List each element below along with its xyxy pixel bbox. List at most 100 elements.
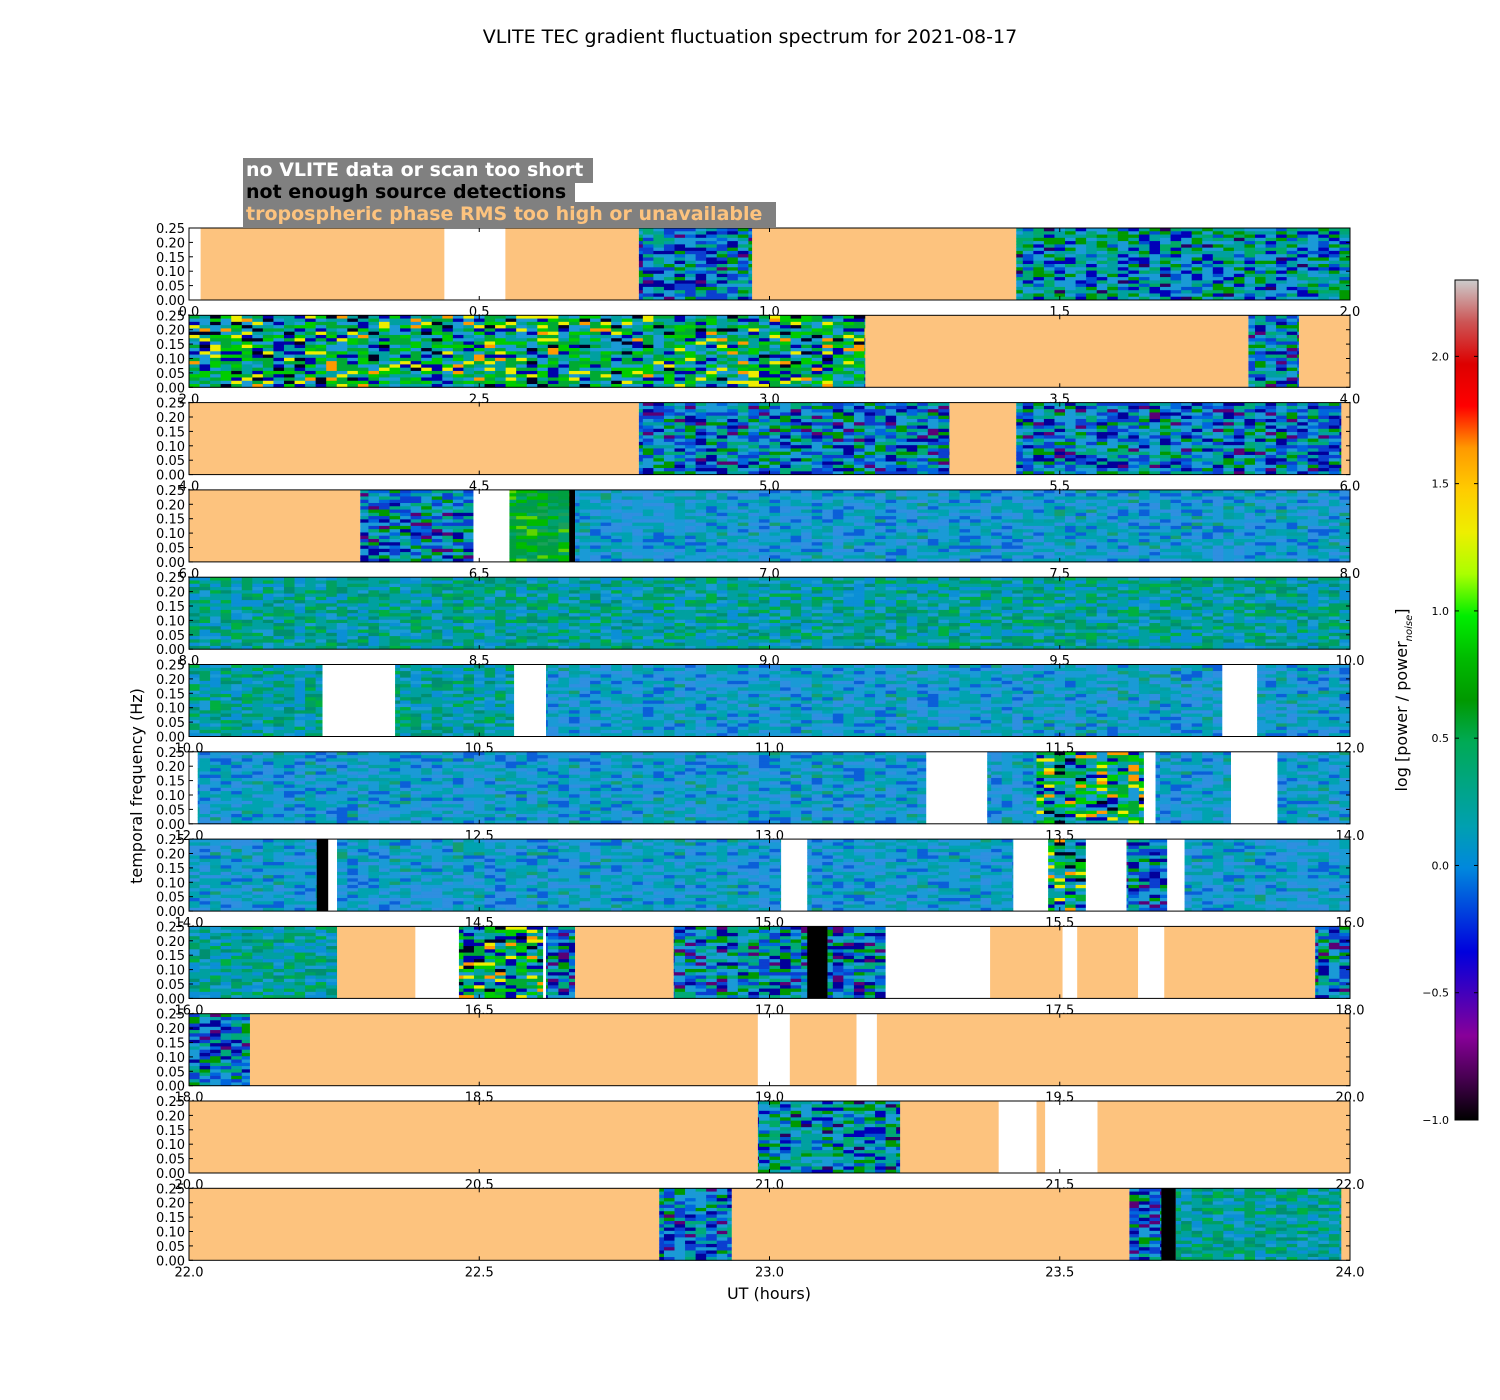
spectrum-cell — [1339, 461, 1342, 466]
spectrum-cell — [1107, 277, 1119, 281]
spectrum-cell — [547, 321, 559, 326]
spectrum-cell — [1297, 244, 1309, 249]
spectrum-cell — [1096, 264, 1108, 268]
spectrum-cell — [378, 315, 390, 319]
spectrum-cell — [1033, 451, 1045, 456]
spectrum-cell — [315, 357, 327, 362]
spectrum-cell — [558, 377, 570, 382]
spectrum-cell — [642, 280, 654, 285]
spectrum-cell — [1138, 234, 1150, 239]
spectrum-cell — [758, 552, 770, 556]
spectrum-cell — [389, 334, 401, 339]
spectrum-cell — [685, 555, 697, 560]
spectrum-cell — [1328, 228, 1340, 232]
spectrum-cell — [632, 377, 644, 382]
spectrum-cell — [621, 338, 633, 342]
spectrum-cell — [484, 354, 496, 359]
spectrum-cell — [1054, 286, 1066, 291]
spectrum-cell — [452, 499, 464, 504]
spectrum-cell — [653, 377, 665, 382]
spectrum-cell — [632, 502, 644, 507]
spectrum-cell — [579, 548, 591, 553]
spectrum-cell — [885, 428, 897, 433]
spectrum-cell — [927, 448, 939, 453]
spectrum-cell — [748, 228, 753, 232]
spectrum-cell — [1202, 409, 1214, 413]
spectrum-cell — [1248, 325, 1256, 329]
spectrum-cell — [1107, 280, 1119, 285]
spectrum-cell — [1181, 270, 1193, 275]
spectrum-cell — [737, 237, 749, 242]
spectrum-cell — [790, 509, 802, 514]
spectrum-cell — [1212, 425, 1224, 430]
spectrum-cell — [695, 280, 707, 285]
spectrum-cell — [938, 461, 950, 466]
spectrum-cell — [1307, 464, 1319, 469]
spectrum-cell — [400, 542, 412, 546]
spectrum-cell — [864, 377, 866, 382]
spectrum-cell — [769, 425, 781, 430]
spectrum-cell — [1160, 454, 1171, 459]
spectrum-cell — [463, 496, 474, 501]
spectrum-cell — [663, 250, 675, 255]
spectrum-cell — [706, 254, 718, 258]
spectrum-cell — [568, 348, 580, 352]
spectrum-cell — [748, 237, 753, 242]
spectrum-cell — [1191, 250, 1203, 255]
spectrum-cell — [1244, 283, 1256, 288]
spectrum-cell — [516, 357, 528, 362]
spectrum-cell — [790, 405, 802, 410]
spectrum-cell — [1212, 451, 1224, 456]
spectrum-cell — [843, 432, 855, 436]
spectrum-cell — [590, 548, 602, 553]
spectrum-cell — [1160, 247, 1171, 252]
spectrum-cell — [1016, 293, 1024, 298]
spectrum-cell — [526, 374, 538, 378]
spectrum-cell — [727, 277, 739, 281]
spectrum-cell — [780, 451, 791, 456]
spectrum-cell — [505, 370, 517, 375]
spectrum-cell — [1128, 412, 1140, 417]
spectrum-cell — [1149, 464, 1161, 469]
spectrum-cell — [843, 344, 855, 349]
spectrum-cell — [853, 415, 865, 420]
spectrum-cell — [347, 348, 359, 352]
spectrum-cell — [262, 331, 274, 336]
spectrum-cell — [706, 296, 718, 301]
spectrum-cell — [400, 351, 412, 355]
spectrum-cell — [801, 361, 813, 365]
spectrum-cell — [706, 273, 718, 278]
spectrum-cell — [706, 502, 718, 507]
spectrum-cell — [273, 344, 285, 349]
spectrum-cell — [727, 458, 739, 462]
spectrum-cell — [674, 428, 686, 433]
spectrum-cell — [1328, 231, 1340, 235]
spectrum-cell — [294, 341, 306, 346]
spectrum-cell — [1307, 405, 1319, 410]
spectrum-cell — [575, 552, 580, 556]
spectrum-cell — [674, 405, 686, 410]
spectrum-cell — [442, 325, 454, 329]
spectrum-cell — [1244, 412, 1256, 417]
spectrum-cell — [737, 451, 749, 456]
spectrum-cell — [1075, 428, 1087, 433]
spectrum-cell — [663, 315, 675, 319]
spectrum-cell — [822, 552, 834, 556]
spectrum-cell — [748, 415, 760, 420]
spectrum-cell — [695, 370, 707, 375]
spectrum-cell — [1096, 464, 1108, 469]
spectrum-cell — [716, 525, 728, 530]
spectrum-cell — [463, 318, 475, 323]
spectrum-cell — [737, 458, 749, 462]
spectrum-cell — [336, 318, 348, 323]
spectrum-cell — [1054, 241, 1066, 245]
spectrum-cell — [400, 525, 412, 530]
spectrum-cell — [1233, 448, 1245, 453]
spectrum-cell — [1138, 464, 1150, 469]
spectrum-cell — [748, 264, 753, 268]
spectrum-cell — [727, 344, 739, 349]
spectrum-cell — [410, 364, 422, 369]
spectrum-cell — [780, 538, 791, 543]
spectrum-cell — [463, 529, 474, 533]
spectrum-cell — [611, 370, 623, 375]
